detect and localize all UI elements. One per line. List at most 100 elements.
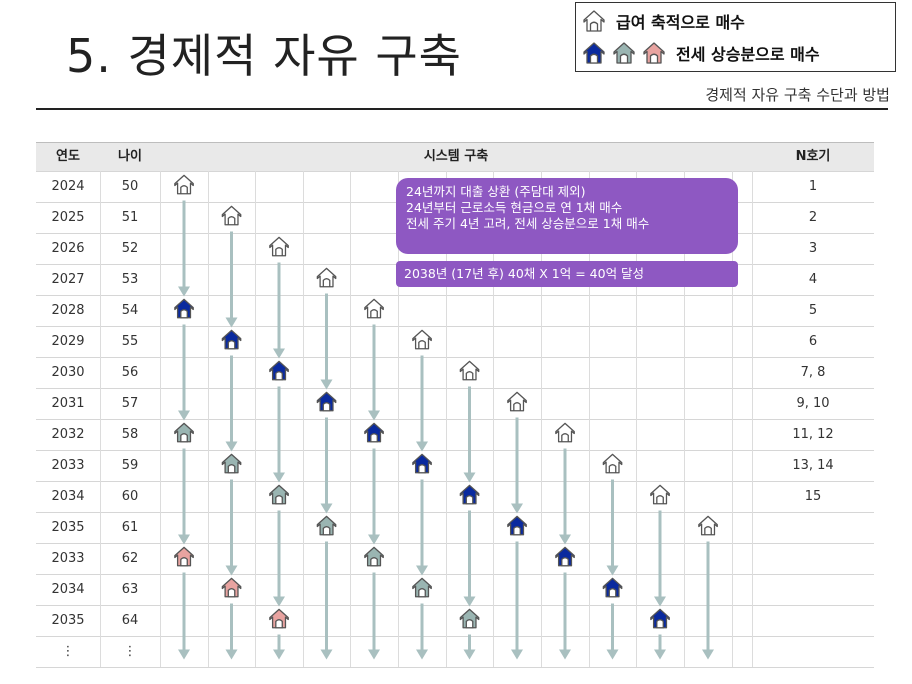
note-line: 24년부터 근로소득 현금으로 연 1채 매수	[406, 200, 623, 215]
cell-year: 2029	[51, 334, 85, 349]
table-header-background	[36, 142, 874, 171]
down-arrow	[606, 603, 619, 660]
header-year: 연도	[56, 149, 80, 164]
down-arrow	[463, 634, 476, 660]
grid-row-line	[36, 450, 874, 451]
grid-row-line	[36, 326, 874, 327]
grid-column-line	[303, 171, 304, 667]
note-summary: 2038년 (17년 후) 40채 X 1억 = 40억 달성	[396, 261, 738, 287]
grid-row-line	[36, 388, 874, 389]
house-icon	[221, 577, 242, 598]
header-n: N호기	[795, 149, 831, 164]
grid-row-line	[36, 605, 874, 606]
cell-n: 15	[804, 489, 822, 504]
house-icon	[555, 422, 575, 443]
house-icon	[459, 484, 480, 505]
grid-row-line	[36, 543, 874, 544]
cell-year: 2035	[51, 613, 85, 628]
cell-year: 2034	[51, 489, 85, 504]
house-icon	[555, 546, 575, 567]
header-system: 시스템 구축	[423, 149, 489, 164]
down-arrow	[511, 541, 523, 660]
grid-row-line	[36, 295, 874, 296]
house-icon	[174, 298, 194, 319]
house-icon	[269, 236, 289, 257]
grid-column-line	[208, 171, 209, 667]
down-arrow	[320, 293, 333, 390]
cell-year: 2026	[51, 241, 85, 256]
house-icon	[412, 329, 432, 350]
cell-age: ⋮	[123, 644, 137, 659]
down-arrow	[416, 603, 428, 660]
down-arrow	[654, 510, 666, 607]
house-icon	[174, 546, 194, 567]
grid-column-line	[160, 171, 161, 667]
cell-year: 2032	[51, 427, 85, 442]
house-icon	[364, 546, 384, 567]
down-arrow	[368, 324, 380, 421]
cell-age: 60	[121, 489, 139, 504]
down-arrow	[273, 386, 285, 483]
cell-year: 2035	[51, 520, 85, 535]
down-arrow	[225, 603, 238, 660]
grid-row-line	[36, 574, 874, 575]
cell-year: 2028	[51, 303, 85, 318]
grid-column-line	[684, 171, 685, 667]
house-icon	[583, 10, 605, 32]
house-icon	[316, 515, 337, 536]
grid-column-line	[752, 171, 753, 667]
cell-n: 11, 12	[792, 427, 834, 442]
page-title: 5. 경제적 자유 구축	[66, 29, 462, 83]
house-icon	[507, 515, 527, 536]
cell-n: 1	[808, 179, 818, 194]
cell-n: 13, 14	[792, 458, 834, 473]
down-arrow	[320, 541, 333, 660]
grid-row-line	[36, 636, 874, 637]
legend-row-salary: 급여 축적으로 매수	[582, 9, 745, 33]
cell-age: 51	[121, 210, 139, 225]
cell-n: 6	[808, 334, 818, 349]
down-arrow	[511, 417, 523, 514]
grid-column-line	[541, 171, 542, 667]
cell-age: 58	[121, 427, 139, 442]
cell-age: 55	[121, 334, 139, 349]
page-subtitle: 경제적 자유 구축 수단과 방법	[705, 86, 890, 104]
house-icon	[364, 298, 384, 319]
grid-column-line	[493, 171, 494, 667]
cell-age: 52	[121, 241, 139, 256]
cell-year: 2034	[51, 582, 85, 597]
down-arrow	[178, 200, 190, 297]
cell-year: 2030	[51, 365, 85, 380]
down-arrow	[273, 634, 285, 660]
cell-year: ⋮	[61, 644, 75, 659]
cell-age: 63	[121, 582, 139, 597]
down-arrow	[463, 510, 476, 607]
grid-row-line	[36, 419, 874, 420]
grid-column-line	[636, 171, 637, 667]
house-icon	[364, 422, 384, 443]
house-icon	[459, 608, 480, 629]
legend-box: 급여 축적으로 매수 전세 상승분으로 매수	[575, 2, 896, 72]
cell-year: 2025	[51, 210, 85, 225]
grid-column-line	[732, 171, 733, 667]
down-arrow	[178, 448, 190, 545]
down-arrow	[606, 479, 619, 576]
note-line: 전세 주기 4년 고려, 전세 상승분으로 1채 매수	[406, 216, 650, 231]
grid-column-line	[446, 171, 447, 667]
house-icon	[269, 360, 289, 381]
cell-year: 2033	[51, 458, 85, 473]
grid-row-line	[36, 512, 874, 513]
cell-n: 4	[808, 272, 818, 287]
house-icon	[643, 42, 665, 64]
down-arrow	[225, 231, 238, 328]
down-arrow	[225, 479, 238, 576]
cell-n: 7, 8	[800, 365, 826, 380]
down-arrow	[559, 572, 571, 660]
grid-column-line	[589, 171, 590, 667]
house-icon	[269, 484, 289, 505]
note-strategy: 24년까지 대출 상환 (주담대 제외) 24년부터 근로소득 현금으로 연 1…	[396, 178, 738, 254]
cell-age: 59	[121, 458, 139, 473]
cell-age: 56	[121, 365, 139, 380]
down-arrow	[178, 572, 190, 660]
